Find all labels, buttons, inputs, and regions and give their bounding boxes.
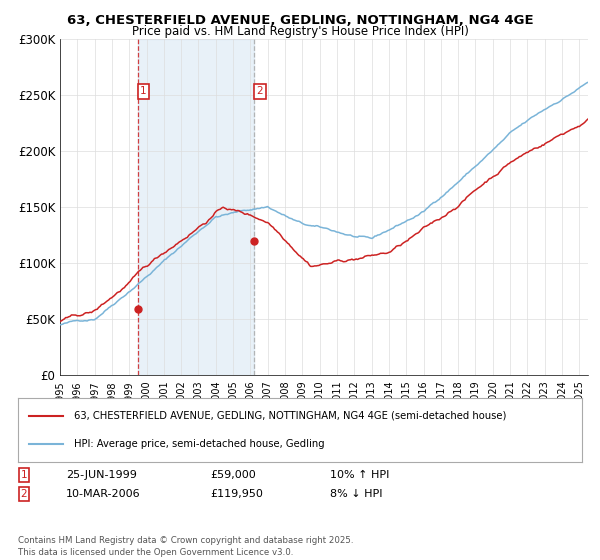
Text: 2: 2: [256, 86, 263, 96]
Text: £119,950: £119,950: [210, 489, 263, 499]
Text: 1: 1: [20, 470, 28, 480]
Text: £59,000: £59,000: [210, 470, 256, 480]
Text: 63, CHESTERFIELD AVENUE, GEDLING, NOTTINGHAM, NG4 4GE (semi-detached house): 63, CHESTERFIELD AVENUE, GEDLING, NOTTIN…: [74, 410, 507, 421]
Bar: [137, 39, 254, 375]
Text: 2: 2: [20, 489, 28, 499]
Text: HPI: Average price, semi-detached house, Gedling: HPI: Average price, semi-detached house,…: [74, 439, 325, 449]
Text: Price paid vs. HM Land Registry's House Price Index (HPI): Price paid vs. HM Land Registry's House …: [131, 25, 469, 38]
Text: 25-JUN-1999: 25-JUN-1999: [66, 470, 137, 480]
Text: 10-MAR-2006: 10-MAR-2006: [66, 489, 140, 499]
Text: 63, CHESTERFIELD AVENUE, GEDLING, NOTTINGHAM, NG4 4GE: 63, CHESTERFIELD AVENUE, GEDLING, NOTTIN…: [67, 14, 533, 27]
Text: 8% ↓ HPI: 8% ↓ HPI: [330, 489, 383, 499]
Text: Contains HM Land Registry data © Crown copyright and database right 2025.
This d: Contains HM Land Registry data © Crown c…: [18, 536, 353, 557]
Text: 10% ↑ HPI: 10% ↑ HPI: [330, 470, 389, 480]
Text: 1: 1: [140, 86, 147, 96]
